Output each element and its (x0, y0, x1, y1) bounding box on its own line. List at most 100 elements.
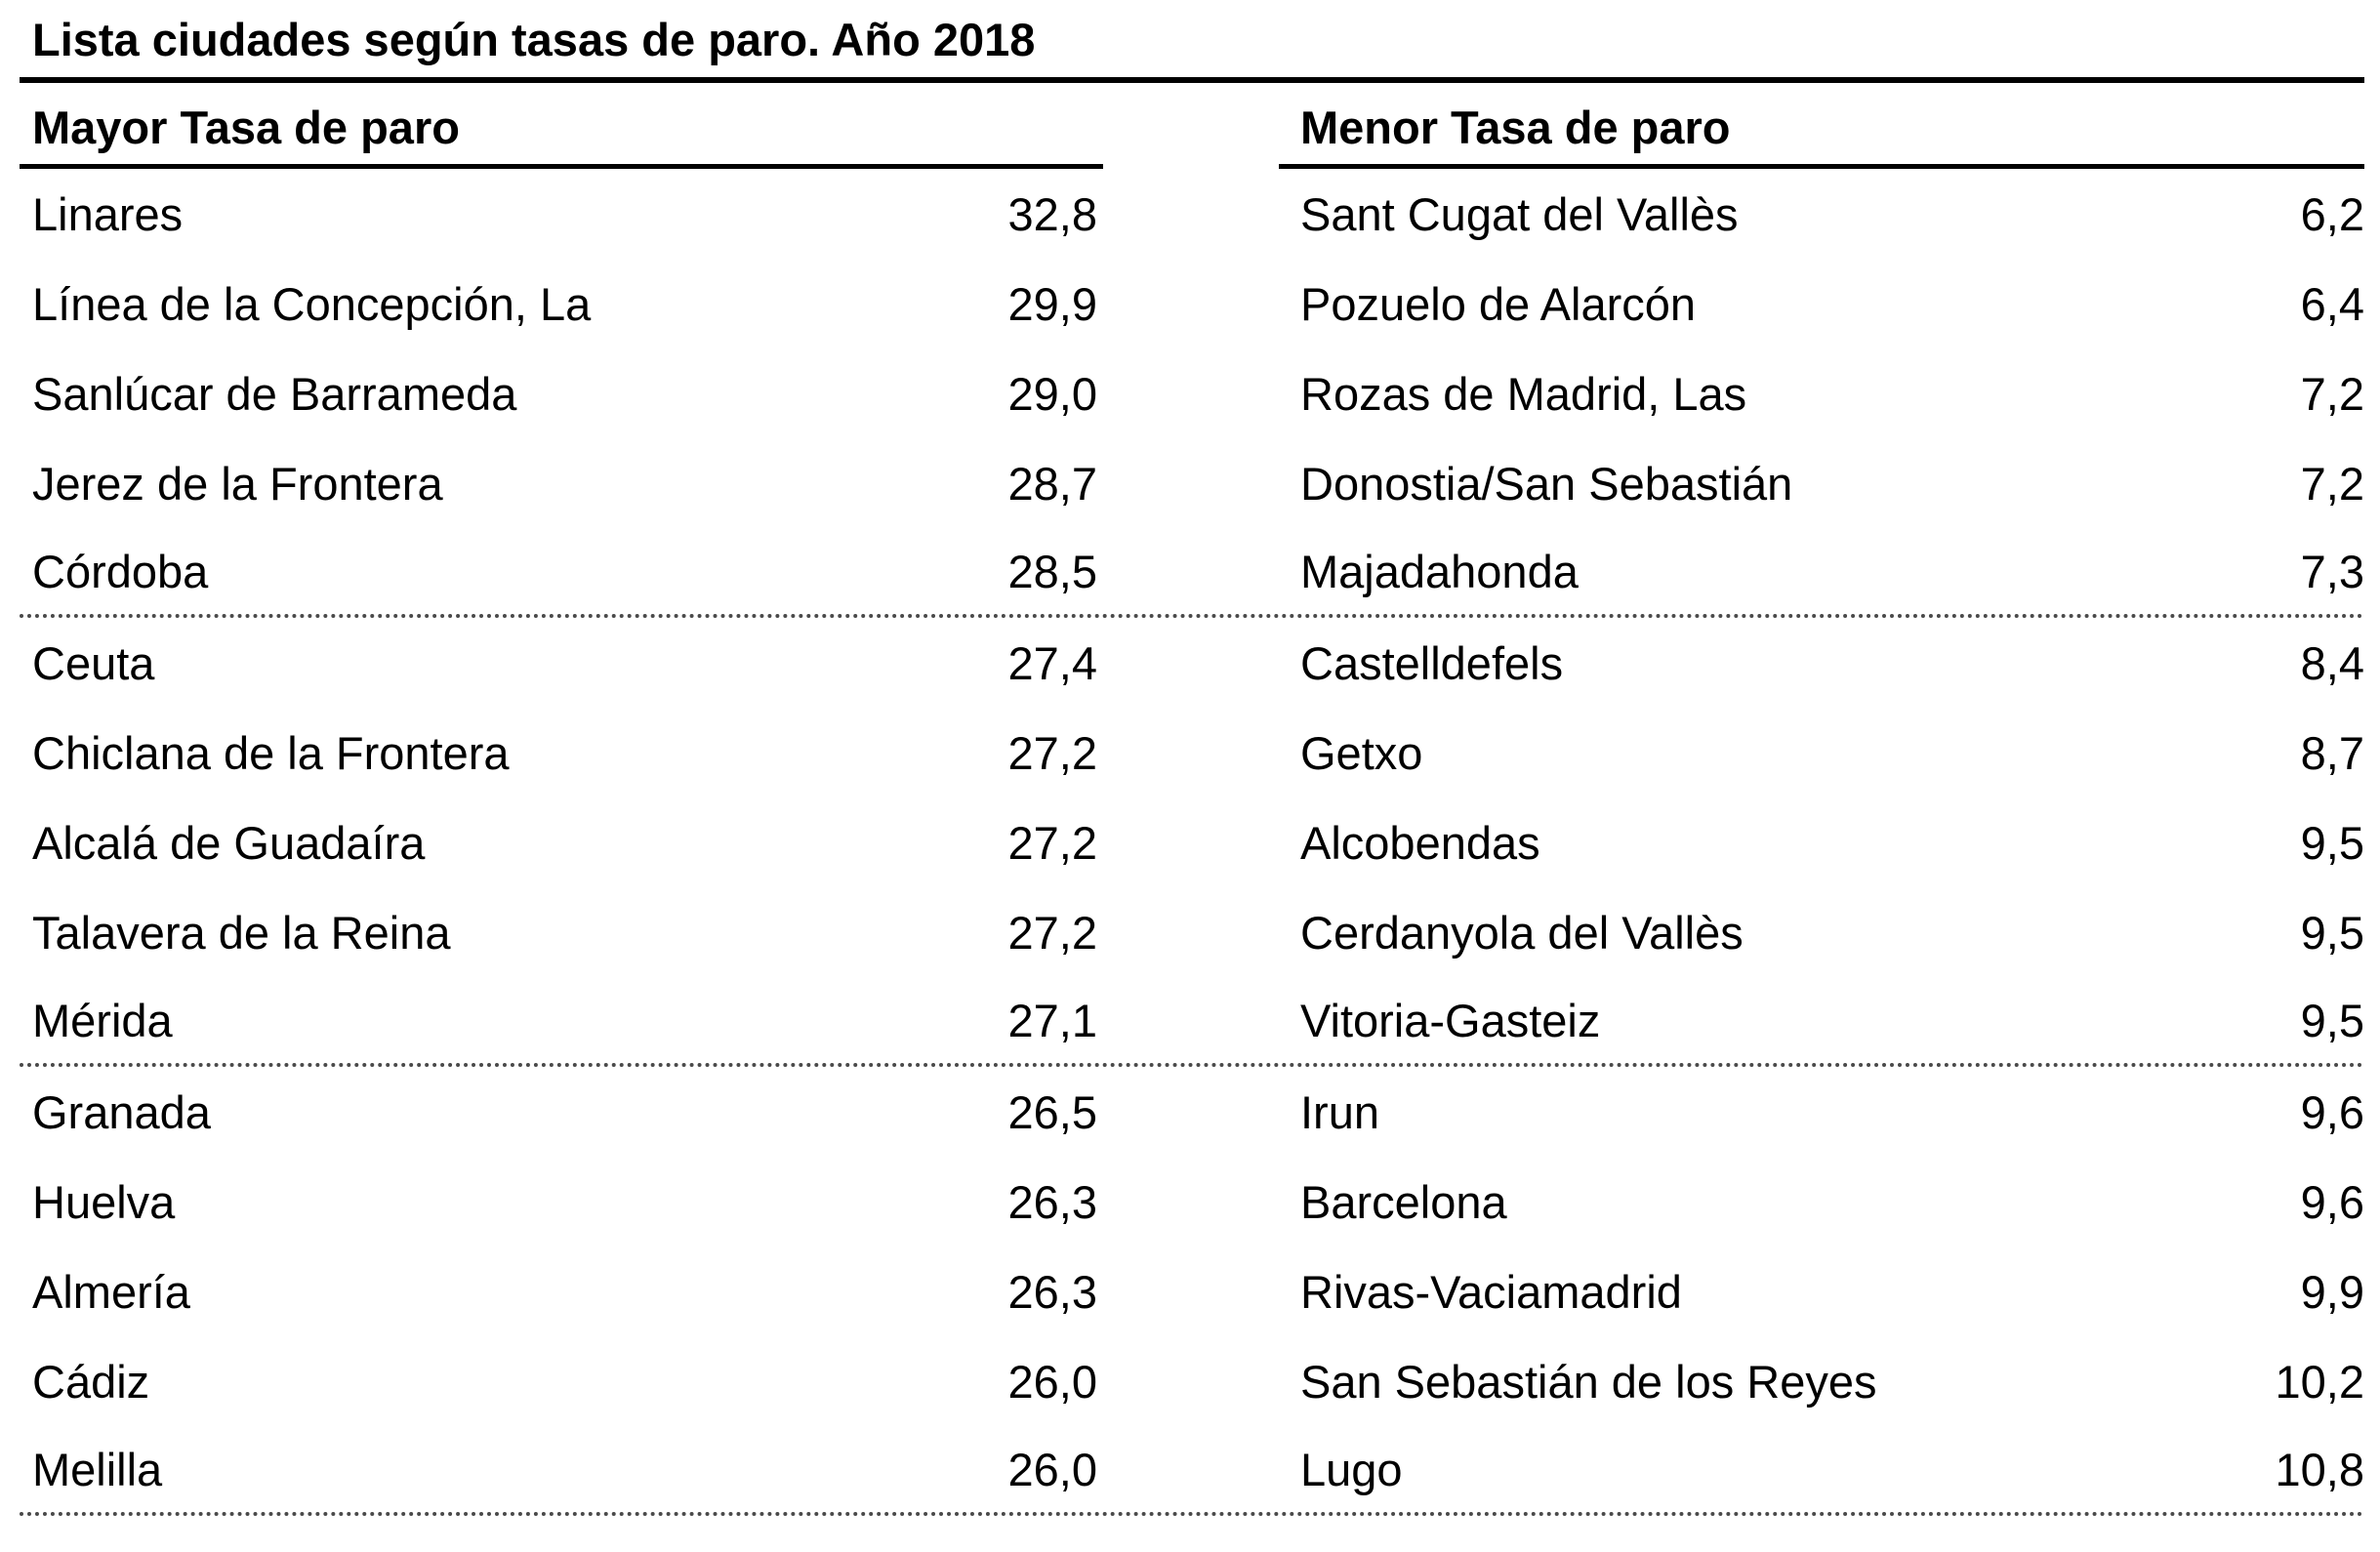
right-row-pair: Rozas de Madrid, Las 7,2 (1279, 367, 2364, 421)
right-row-pair: Majadahonda 7,3 (1279, 545, 2364, 598)
unemployment-rate: 27,2 (1007, 906, 1097, 959)
unemployment-rate: 26,3 (1007, 1265, 1097, 1318)
unemployment-rate: 29,0 (1007, 367, 1097, 420)
table-body: Linares 32,8 Sant Cugat del Vallès 6,2 Línea… (20, 169, 2364, 1516)
left-row-pair: Granada 26,5 (20, 1085, 1103, 1139)
unemployment-rate: 28,7 (1007, 457, 1097, 510)
unemployment-rate: 6,4 (2300, 277, 2364, 330)
city-name: San Sebastián de los Reyes (1300, 1355, 1877, 1408)
right-row-pair: Alcobendas 9,5 (1279, 816, 2364, 870)
table-row: Mérida 27,1 Vitoria-Gasteiz 9,5 (20, 977, 2364, 1067)
left-row-pair: Jerez de la Frontera 28,7 (20, 457, 1103, 511)
table-row: Linares 32,8 Sant Cugat del Vallès 6,2 (20, 169, 2364, 259)
table-title: Lista ciudades según tasas de paro. Año … (20, 0, 2364, 83)
city-name: Talavera de la Reina (32, 906, 451, 959)
table-row: Cádiz 26,0 San Sebastián de los Reyes 10,2 (20, 1336, 2364, 1426)
table-row: Sanlúcar de Barrameda 29,0 Rozas de Madrid… (20, 348, 2364, 438)
unemployment-rate: 8,7 (2300, 726, 2364, 779)
right-row-pair: Castelldefels 8,4 (1279, 636, 2364, 690)
unemployment-rate: 7,3 (2300, 545, 2364, 597)
city-name: Donostia/San Sebastián (1300, 457, 1793, 510)
column-header-menor-tasa: Menor Tasa de paro (1279, 101, 2364, 169)
column-headers: Mayor Tasa de paro Menor Tasa de paro (20, 83, 2364, 169)
table-row: Alcalá de Guadaíra 27,2 Alcobendas 9,5 (20, 797, 2364, 887)
table-row: Talavera de la Reina 27,2 Cerdanyola del V… (20, 887, 2364, 977)
right-row-pair: Sant Cugat del Vallès 6,2 (1279, 187, 2364, 241)
city-name: Rozas de Madrid, Las (1300, 367, 1747, 420)
city-name: Granada (32, 1085, 211, 1138)
left-row-pair: Línea de la Concepción, La 29,9 (20, 277, 1103, 331)
left-row-pair: Sanlúcar de Barrameda 29,0 (20, 367, 1103, 421)
city-name: Barcelona (1300, 1175, 1507, 1228)
right-row-pair: Getxo 8,7 (1279, 726, 2364, 780)
city-name: Irun (1300, 1085, 1379, 1138)
city-name: Rivas-Vaciamadrid (1300, 1265, 1682, 1318)
city-name: Alcobendas (1300, 816, 1540, 869)
city-name: Pozuelo de Alarcón (1300, 277, 1697, 330)
city-name: Vitoria-Gasteiz (1300, 994, 1601, 1046)
column-header-mayor-tasa: Mayor Tasa de paro (20, 101, 1103, 169)
unemployment-rate: 26,3 (1007, 1175, 1097, 1228)
city-name: Sant Cugat del Vallès (1300, 187, 1739, 240)
right-row-pair: San Sebastián de los Reyes 10,2 (1279, 1355, 2364, 1409)
right-row-pair: Donostia/San Sebastián 7,2 (1279, 457, 2364, 511)
city-name: Huelva (32, 1175, 176, 1228)
right-row-pair: Irun 9,6 (1279, 1085, 2364, 1139)
unemployment-rate: 27,1 (1007, 994, 1097, 1046)
unemployment-rate: 8,4 (2300, 636, 2364, 689)
unemployment-rate: 6,2 (2300, 187, 2364, 240)
city-name: Ceuta (32, 636, 155, 689)
city-name: Getxo (1300, 726, 1423, 779)
city-name: Sanlúcar de Barrameda (32, 367, 517, 420)
left-row-pair: Huelva 26,3 (20, 1175, 1103, 1229)
unemployment-rate: 27,2 (1007, 726, 1097, 779)
city-name: Cerdanyola del Vallès (1300, 906, 1744, 959)
city-name: Córdoba (32, 545, 209, 597)
unemployment-rate: 10,2 (2275, 1355, 2364, 1408)
right-row-pair: Barcelona 9,6 (1279, 1175, 2364, 1229)
unemployment-rate: 7,2 (2300, 457, 2364, 510)
left-row-pair: Córdoba 28,5 (20, 545, 1103, 598)
city-name: Lugo (1300, 1443, 1403, 1495)
unemployment-rate: 10,8 (2275, 1443, 2364, 1495)
city-name: Línea de la Concepción, La (32, 277, 592, 330)
city-name: Chiclana de la Frontera (32, 726, 510, 779)
city-name: Melilla (32, 1443, 163, 1495)
unemployment-rate: 26,0 (1007, 1443, 1097, 1495)
city-name: Alcalá de Guadaíra (32, 816, 426, 869)
city-name: Linares (32, 187, 184, 240)
city-name: Majadahonda (1300, 545, 1579, 597)
unemployment-rate: 32,8 (1007, 187, 1097, 240)
unemployment-rate: 9,6 (2300, 1175, 2364, 1228)
table-row: Granada 26,5 Irun 9,6 (20, 1067, 2364, 1157)
city-name: Cádiz (32, 1355, 150, 1408)
right-row-pair: Cerdanyola del Vallès 9,5 (1279, 906, 2364, 960)
city-name: Almería (32, 1265, 190, 1318)
left-row-pair: Mérida 27,1 (20, 994, 1103, 1047)
left-row-pair: Chiclana de la Frontera 27,2 (20, 726, 1103, 780)
city-name: Castelldefels (1300, 636, 1564, 689)
table-row: Chiclana de la Frontera 27,2 Getxo 8,7 (20, 708, 2364, 797)
unemployment-rate: 7,2 (2300, 367, 2364, 420)
table-row: Jerez de la Frontera 28,7 Donostia/San Seb… (20, 438, 2364, 528)
right-row-pair: Pozuelo de Alarcón 6,4 (1279, 277, 2364, 331)
city-name: Mérida (32, 994, 173, 1046)
unemployment-rate: 27,2 (1007, 816, 1097, 869)
right-row-pair: Rivas-Vaciamadrid 9,9 (1279, 1265, 2364, 1319)
table-row: Almería 26,3 Rivas-Vaciamadrid 9,9 (20, 1246, 2364, 1336)
left-row-pair: Cádiz 26,0 (20, 1355, 1103, 1409)
unemployment-rate: 27,4 (1007, 636, 1097, 689)
left-row-pair: Ceuta 27,4 (20, 636, 1103, 690)
table-row: Línea de la Concepción, La 29,9 Pozuelo de… (20, 259, 2364, 348)
right-row-pair: Lugo 10,8 (1279, 1443, 2364, 1496)
left-row-pair: Melilla 26,0 (20, 1443, 1103, 1496)
left-row-pair: Talavera de la Reina 27,2 (20, 906, 1103, 960)
unemployment-rate: 28,5 (1007, 545, 1097, 597)
table-row: Ceuta 27,4 Castelldefels 8,4 (20, 618, 2364, 708)
left-row-pair: Alcalá de Guadaíra 27,2 (20, 816, 1103, 870)
unemployment-rate: 26,5 (1007, 1085, 1097, 1138)
table-row: Córdoba 28,5 Majadahonda 7,3 (20, 528, 2364, 618)
unemployment-rate: 26,0 (1007, 1355, 1097, 1408)
unemployment-rate: 9,6 (2300, 1085, 2364, 1138)
